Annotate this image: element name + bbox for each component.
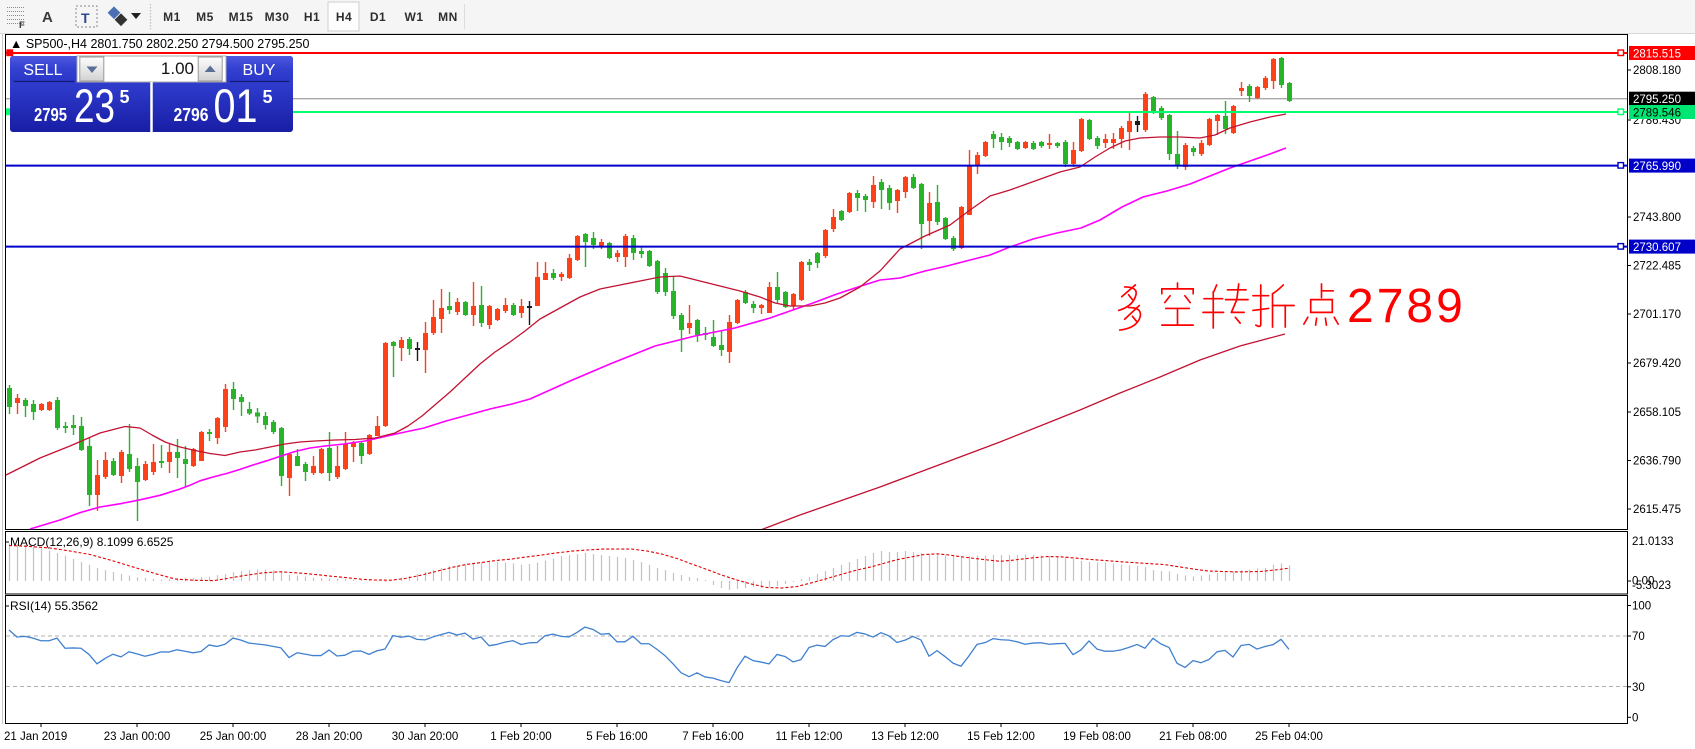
- svg-text:21.0133: 21.0133: [1632, 536, 1674, 548]
- svg-text:W1: W1: [405, 10, 424, 24]
- svg-text:2815.515: 2815.515: [1633, 49, 1681, 61]
- svg-text:2808.180: 2808.180: [1633, 65, 1681, 77]
- svg-text:23 Jan 00:00: 23 Jan 00:00: [104, 731, 171, 743]
- svg-text:25 Jan 00:00: 25 Jan 00:00: [200, 731, 267, 743]
- svg-text:M1: M1: [163, 10, 181, 24]
- svg-text:2795: 2795: [34, 104, 67, 125]
- svg-text:5: 5: [262, 87, 272, 107]
- svg-text:D1: D1: [370, 10, 386, 24]
- svg-text:2789: 2789: [1347, 280, 1466, 333]
- svg-text:15 Feb 12:00: 15 Feb 12:00: [967, 731, 1035, 743]
- svg-text:7 Feb 16:00: 7 Feb 16:00: [682, 731, 743, 743]
- svg-text:19 Feb 08:00: 19 Feb 08:00: [1063, 731, 1131, 743]
- svg-text:▲ SP500-,H4 2801.750 2802.250: ▲ SP500-,H4 2801.750 2802.250 2794.500 2…: [10, 37, 309, 51]
- svg-text:A: A: [42, 9, 53, 26]
- svg-text:5 Feb 16:00: 5 Feb 16:00: [586, 731, 647, 743]
- svg-text:01: 01: [214, 79, 258, 132]
- svg-text:2701.170: 2701.170: [1633, 309, 1681, 321]
- svg-text:2730.607: 2730.607: [1633, 242, 1681, 254]
- svg-text:2636.790: 2636.790: [1633, 456, 1681, 468]
- svg-text:M15: M15: [229, 10, 254, 24]
- svg-text:BUY: BUY: [243, 62, 276, 79]
- svg-text:30 Jan 20:00: 30 Jan 20:00: [392, 731, 459, 743]
- svg-text:28 Jan 20:00: 28 Jan 20:00: [296, 731, 363, 743]
- svg-text:H1: H1: [304, 10, 320, 24]
- svg-text:T: T: [81, 10, 90, 26]
- svg-text:2796: 2796: [174, 104, 209, 125]
- svg-text:21 Feb 08:00: 21 Feb 08:00: [1159, 731, 1227, 743]
- svg-text:30: 30: [1632, 682, 1645, 694]
- svg-text:25 Feb 04:00: 25 Feb 04:00: [1255, 731, 1323, 743]
- svg-text:2615.475: 2615.475: [1633, 504, 1681, 516]
- svg-text:2679.420: 2679.420: [1633, 358, 1681, 370]
- svg-text:-5.3023: -5.3023: [1632, 580, 1671, 592]
- svg-text:2795.250: 2795.250: [1633, 94, 1681, 106]
- svg-text:2789.546: 2789.546: [1633, 108, 1681, 120]
- svg-text:M5: M5: [196, 10, 214, 24]
- svg-text:13 Feb 12:00: 13 Feb 12:00: [871, 731, 939, 743]
- svg-text:1.00: 1.00: [161, 59, 194, 78]
- svg-text:2743.800: 2743.800: [1633, 212, 1681, 224]
- svg-text:2765.990: 2765.990: [1633, 161, 1681, 173]
- svg-text:23: 23: [74, 79, 115, 132]
- svg-text:SELL: SELL: [23, 62, 62, 79]
- svg-text:100: 100: [1632, 601, 1651, 613]
- svg-text:11 Feb 12:00: 11 Feb 12:00: [776, 731, 843, 743]
- svg-text:MACD(12,26,9) 8.1099 6.6525: MACD(12,26,9) 8.1099 6.6525: [10, 535, 174, 549]
- svg-text:RSI(14) 55.3562: RSI(14) 55.3562: [10, 599, 98, 613]
- svg-text:0.00: 0.00: [1632, 576, 1654, 588]
- svg-text:2722.485: 2722.485: [1633, 261, 1681, 273]
- svg-text:70: 70: [1632, 631, 1645, 643]
- svg-text:1 Feb 20:00: 1 Feb 20:00: [490, 731, 551, 743]
- svg-text:M30: M30: [265, 10, 290, 24]
- svg-text:5: 5: [119, 87, 129, 107]
- svg-text:21 Jan 2019: 21 Jan 2019: [4, 731, 67, 743]
- svg-text:F: F: [19, 20, 25, 31]
- svg-text:H4: H4: [336, 10, 352, 24]
- svg-text:MN: MN: [438, 10, 458, 24]
- svg-text:0: 0: [1632, 712, 1638, 724]
- svg-text:2658.105: 2658.105: [1633, 407, 1681, 419]
